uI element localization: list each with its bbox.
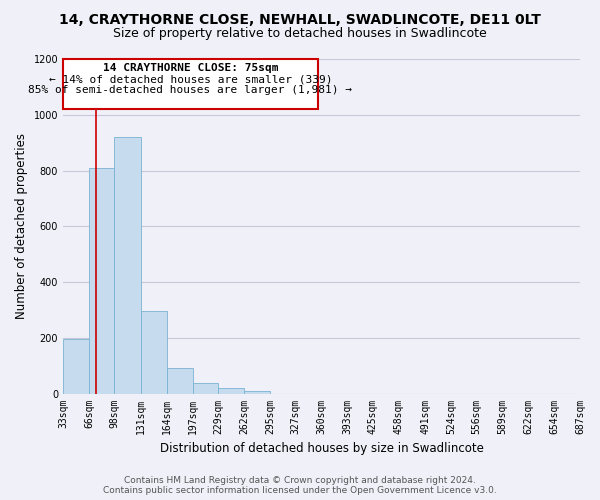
Text: Contains HM Land Registry data © Crown copyright and database right 2024.
Contai: Contains HM Land Registry data © Crown c… [103,476,497,495]
FancyBboxPatch shape [63,59,317,109]
Bar [89,168,115,394]
Bar [115,137,140,394]
Text: 14, CRAYTHORNE CLOSE, NEWHALL, SWADLINCOTE, DE11 0LT: 14, CRAYTHORNE CLOSE, NEWHALL, SWADLINCO… [59,12,541,26]
Text: ← 14% of detached houses are smaller (339): ← 14% of detached houses are smaller (33… [49,74,332,85]
Bar [140,311,167,394]
Bar [244,392,270,394]
Text: Size of property relative to detached houses in Swadlincote: Size of property relative to detached ho… [113,28,487,40]
Bar [193,383,218,394]
X-axis label: Distribution of detached houses by size in Swadlincote: Distribution of detached houses by size … [160,442,484,455]
Bar [167,368,193,394]
Bar [63,339,89,394]
Text: 85% of semi-detached houses are larger (1,981) →: 85% of semi-detached houses are larger (… [28,86,352,96]
Bar [218,388,244,394]
Y-axis label: Number of detached properties: Number of detached properties [15,134,28,320]
Text: 14 CRAYTHORNE CLOSE: 75sqm: 14 CRAYTHORNE CLOSE: 75sqm [103,63,278,73]
